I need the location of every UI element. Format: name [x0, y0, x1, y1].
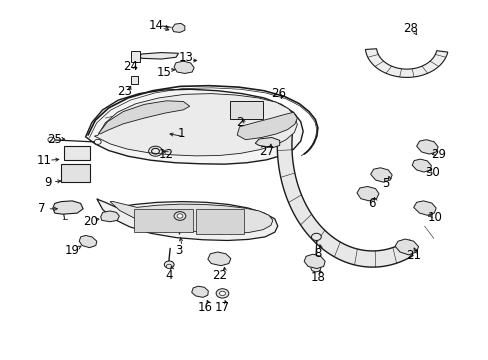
- Text: 28: 28: [403, 22, 417, 35]
- Bar: [195, 209, 244, 234]
- Text: 1: 1: [177, 127, 184, 140]
- Text: 25: 25: [47, 133, 62, 146]
- Polygon shape: [365, 49, 447, 77]
- Polygon shape: [356, 186, 378, 201]
- Polygon shape: [394, 239, 418, 255]
- Polygon shape: [207, 252, 230, 266]
- Polygon shape: [97, 199, 277, 240]
- Text: 8: 8: [313, 247, 321, 260]
- Polygon shape: [110, 202, 272, 233]
- Text: 26: 26: [271, 87, 285, 100]
- Polygon shape: [370, 168, 391, 182]
- Circle shape: [174, 212, 185, 220]
- Text: 9: 9: [44, 176, 52, 189]
- Text: 14: 14: [149, 19, 163, 32]
- Text: 15: 15: [156, 66, 171, 78]
- Polygon shape: [79, 235, 97, 248]
- Text: 23: 23: [117, 85, 132, 98]
- Text: 29: 29: [431, 148, 446, 161]
- Polygon shape: [172, 23, 184, 32]
- Text: 30: 30: [425, 166, 439, 179]
- Text: 13: 13: [178, 51, 193, 64]
- Text: 12: 12: [159, 148, 173, 161]
- Circle shape: [219, 291, 225, 296]
- Bar: [130, 76, 138, 84]
- Polygon shape: [94, 94, 297, 156]
- Text: 27: 27: [259, 145, 273, 158]
- Polygon shape: [237, 112, 297, 140]
- Bar: [61, 164, 90, 182]
- Polygon shape: [53, 201, 83, 214]
- Circle shape: [216, 289, 228, 298]
- Text: 6: 6: [367, 197, 375, 210]
- Text: 20: 20: [83, 215, 98, 228]
- Polygon shape: [99, 101, 189, 134]
- Text: 11: 11: [37, 154, 51, 167]
- Circle shape: [166, 264, 172, 269]
- Text: 2: 2: [235, 116, 243, 129]
- Polygon shape: [139, 53, 178, 59]
- Circle shape: [177, 214, 183, 218]
- Polygon shape: [191, 286, 208, 297]
- Polygon shape: [85, 89, 303, 164]
- Polygon shape: [411, 159, 430, 172]
- Text: 4: 4: [164, 269, 172, 282]
- Circle shape: [310, 265, 320, 272]
- Text: 5: 5: [382, 177, 389, 190]
- Text: 19: 19: [65, 244, 80, 257]
- Circle shape: [94, 139, 101, 144]
- Text: 10: 10: [427, 211, 442, 224]
- Text: 3: 3: [174, 244, 182, 257]
- Circle shape: [164, 261, 174, 268]
- Bar: [63, 146, 90, 160]
- Text: 21: 21: [405, 249, 420, 262]
- Text: 7: 7: [38, 202, 45, 215]
- Polygon shape: [304, 254, 325, 269]
- Text: 22: 22: [212, 269, 227, 282]
- Text: 18: 18: [310, 271, 325, 284]
- Polygon shape: [101, 211, 119, 222]
- Polygon shape: [413, 201, 435, 215]
- Polygon shape: [416, 140, 437, 154]
- Polygon shape: [174, 61, 194, 73]
- Circle shape: [48, 137, 55, 142]
- Polygon shape: [255, 138, 279, 148]
- Circle shape: [311, 233, 321, 240]
- Bar: [229, 101, 263, 119]
- Text: 24: 24: [123, 60, 138, 73]
- Bar: [131, 51, 140, 62]
- Text: 16: 16: [198, 301, 212, 314]
- Bar: [134, 209, 193, 232]
- Text: 17: 17: [215, 301, 229, 314]
- Polygon shape: [277, 113, 412, 267]
